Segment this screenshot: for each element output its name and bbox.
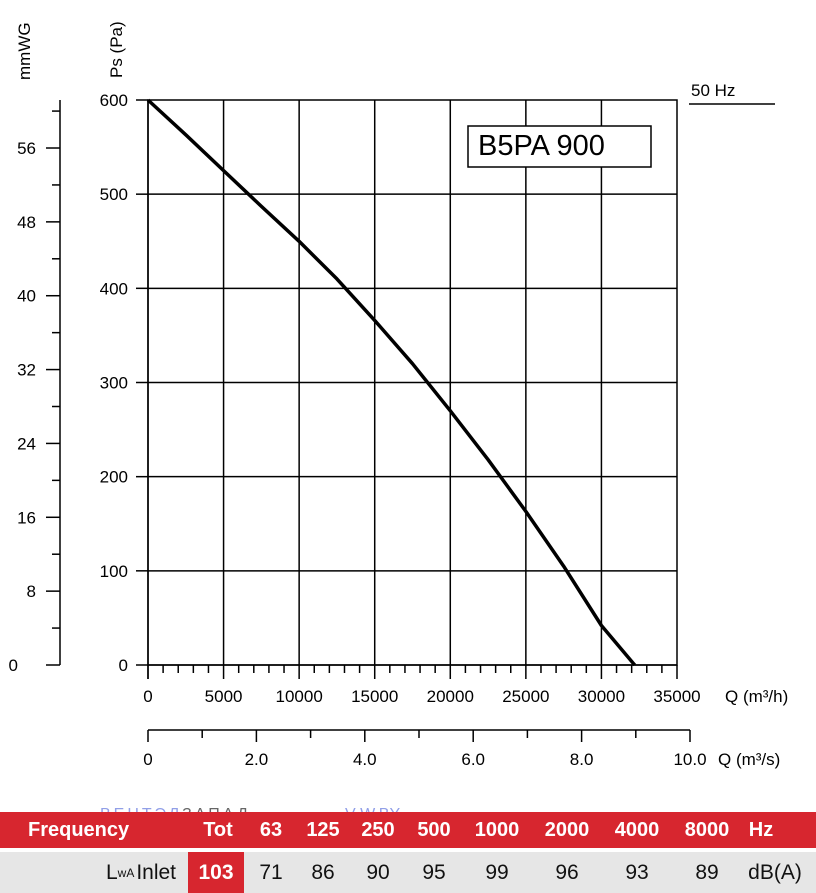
axes: 0 5000 10000 15000 20000 25000 30000 3500001002… <box>9 91 707 769</box>
band-2000: 2000 <box>544 818 590 841</box>
value-500: 95 <box>422 860 446 884</box>
grid <box>147 99 678 666</box>
y-tick-label: 0 <box>119 656 128 675</box>
tot-value: 103 <box>188 852 244 893</box>
band-500: 500 <box>417 818 451 841</box>
band-125: 125 <box>306 818 340 841</box>
y-tick-label: 500 <box>100 185 128 204</box>
frequency-label: Frequency <box>28 818 130 841</box>
value-125: 86 <box>311 860 335 884</box>
lwa-symbol: L <box>105 860 118 884</box>
y2-tick-label: 48 <box>17 213 36 232</box>
model-box <box>467 125 652 168</box>
y2-tick-label: 40 <box>17 287 36 306</box>
chart-title: B5PA 900 <box>478 130 605 162</box>
value-2000: 96 <box>555 860 579 884</box>
x-tick-label: 25000 <box>502 687 549 706</box>
band-4000: 4000 <box>614 818 660 841</box>
x-tick-label: 15000 <box>351 687 398 706</box>
x-tick-label: 5000 <box>205 687 243 706</box>
x2-tick-label: 4.0 <box>353 750 377 769</box>
value-250: 90 <box>366 860 390 884</box>
x-tick-label: 0 <box>143 687 152 706</box>
x-tick-label: 35000 <box>653 687 700 706</box>
x2-tick-label: 2.0 <box>245 750 269 769</box>
y2-tick-label: 24 <box>17 434 36 453</box>
value-63: 71 <box>259 860 283 884</box>
y2-tick-label: 56 <box>17 139 36 158</box>
lwa-subscript: wA <box>117 865 135 880</box>
x-axis-label: Q (m³/h) <box>725 687 788 706</box>
fan-curve-line <box>146 98 637 667</box>
y-tick-label: 100 <box>100 562 128 581</box>
curve-layer <box>146 98 637 667</box>
value-8000: 89 <box>695 860 719 884</box>
band-63: 63 <box>259 818 283 841</box>
sound-table-header: Frequency Tot 63 125 250 500 1000 2000 4… <box>0 812 816 848</box>
x2-tick-label: 6.0 <box>461 750 485 769</box>
x2-tick-label: 10.0 <box>673 750 706 769</box>
y2-tick-label: 8 <box>27 582 36 601</box>
band-250: 250 <box>361 818 395 841</box>
y-tick-label: 300 <box>100 374 128 393</box>
x-tick-label: 10000 <box>276 687 323 706</box>
fan-curve-chart: 0 5000 10000 15000 20000 25000 30000 3500001002… <box>9 21 789 769</box>
value-4000: 93 <box>625 860 649 884</box>
band-8000: 8000 <box>684 818 730 841</box>
band-1000: 1000 <box>474 818 520 841</box>
y2-axis-label: mmWG <box>15 22 34 80</box>
x-tick-label: 20000 <box>427 687 474 706</box>
hz-unit: Hz <box>748 818 774 841</box>
y2-tick-label: 0 <box>9 656 18 675</box>
dba-unit: dB(A) <box>748 860 802 884</box>
y2-tick-label: 32 <box>17 361 36 380</box>
tot-header: Tot <box>203 818 233 841</box>
frequency-label: 50 Hz <box>691 81 735 100</box>
y-tick-label: 400 <box>100 279 128 298</box>
x2-tick-label: 0 <box>143 750 152 769</box>
x-tick-label: 30000 <box>578 687 625 706</box>
x2-axis-label: Q (m³/s) <box>718 750 780 769</box>
inlet-text: Inlet <box>136 860 177 884</box>
y-axis-label: Ps (Pa) <box>107 21 126 78</box>
x2-tick-label: 8.0 <box>570 750 594 769</box>
y-tick-label: 600 <box>100 91 128 110</box>
y2-tick-label: 16 <box>17 508 36 527</box>
value-1000: 99 <box>485 860 509 884</box>
y-tick-label: 200 <box>100 468 128 487</box>
